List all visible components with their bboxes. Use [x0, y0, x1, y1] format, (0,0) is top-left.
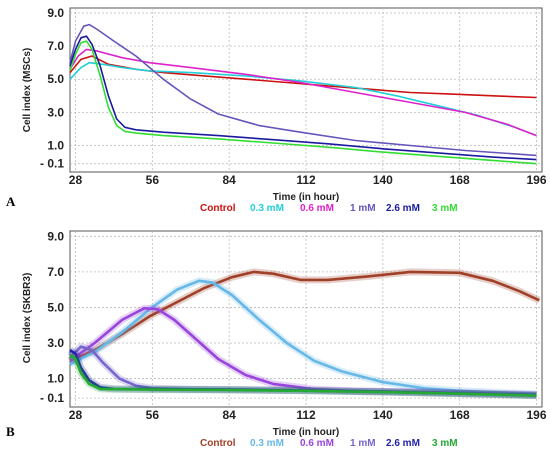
legend-entry: 3 mM: [432, 438, 458, 449]
grid-b: [70, 231, 542, 407]
x-tick-label: 84: [222, 173, 236, 187]
legend-entry: 1 mM: [350, 438, 376, 449]
x-tick-label: 28: [69, 408, 83, 422]
legend-entry: 0.3 mM: [250, 438, 284, 449]
y-tick-label: 9.0: [47, 229, 64, 243]
legend-entry: 2.6 mM: [386, 203, 420, 214]
y-tick-label: 1.0: [47, 138, 64, 152]
panel-label-a: A: [6, 194, 16, 209]
series-line: [69, 23, 537, 157]
series-group-a: [69, 23, 537, 165]
x-tick-label: 84: [222, 408, 236, 422]
series-line: [69, 270, 540, 362]
y-tick-label: - 0.1: [40, 391, 64, 405]
x-tick-label: 56: [146, 173, 160, 187]
x-tick-label: 112: [296, 408, 316, 422]
legend-b: Control 0.3 mM 0.6 mM 1 mM 2.6 mM 3 mM: [200, 438, 458, 449]
y-tick-label: 7.0: [47, 265, 64, 279]
y-tick-label: 3.0: [47, 336, 64, 350]
series-line: [69, 35, 537, 161]
x-tick-label: 196: [526, 408, 546, 422]
series-line: [69, 354, 537, 397]
x-tick-label: 196: [526, 173, 546, 187]
legend-a: Control 0.3 mM 0.6 mM 1 mM 2.6 mM 3 mM: [200, 203, 458, 214]
y-tick-label: 3.0: [47, 105, 64, 119]
x-ticks-b: 28 56 84 112 140 168 196: [69, 408, 547, 422]
x-tick-label: 140: [373, 173, 393, 187]
x-tick-label: 112: [296, 173, 316, 187]
y-tick-label: 9.0: [47, 6, 64, 20]
y-tick-label: 7.0: [47, 39, 64, 53]
y-ticks-a: - 0.1 1.0 3.0 5.0 7.0 9.0: [40, 6, 64, 171]
legend-entry: Control: [200, 438, 236, 449]
y-axis-label-a: Cell index (MSCs): [22, 48, 33, 132]
x-axis-label-a: Time (in hour): [273, 192, 339, 203]
y-axis-label-b: Cell index (SKBR3): [22, 273, 33, 364]
y-tick-label: 5.0: [47, 300, 64, 314]
x-tick-label: 168: [450, 173, 470, 187]
series-line: [69, 279, 537, 395]
legend-entry: 1 mM: [350, 203, 376, 214]
x-ticks-a: 28 56 84 112 140 168 196: [69, 173, 547, 187]
y-tick-label: - 0.1: [40, 157, 64, 171]
panel-a: - 0.11.03.05.07.09.0 28 56 84 112 140 168 196 …: [6, 6, 547, 214]
legend-entry: Control: [200, 203, 236, 214]
legend-entry: 3 mM: [432, 203, 458, 214]
y-tick-label: 5.0: [47, 72, 64, 86]
y-ticks-b: - 0.1 1.0 3.0 5.0 7.0 9.0: [40, 229, 64, 405]
x-tick-label: 56: [146, 408, 160, 422]
legend-entry: 0.3 mM: [250, 203, 284, 214]
series-line: [69, 40, 537, 165]
x-tick-label: 168: [450, 408, 470, 422]
panel-label-b: B: [6, 424, 15, 439]
series-line: [69, 48, 537, 137]
x-tick-label: 28: [69, 173, 83, 187]
series-group-b: [67, 268, 541, 400]
legend-entry: 0.6 mM: [300, 203, 334, 214]
x-axis-label-b: Time (in hour): [273, 427, 339, 438]
legend-entry: 0.6 mM: [300, 438, 334, 449]
x-tick-label: 140: [373, 408, 393, 422]
y-tick-label: 1.0: [47, 372, 64, 386]
panel-b: - 0.11.03.05.07.09.0 28 56 84 112 140 168 196 …: [6, 229, 547, 449]
legend-entry: 2.6 mM: [386, 438, 420, 449]
